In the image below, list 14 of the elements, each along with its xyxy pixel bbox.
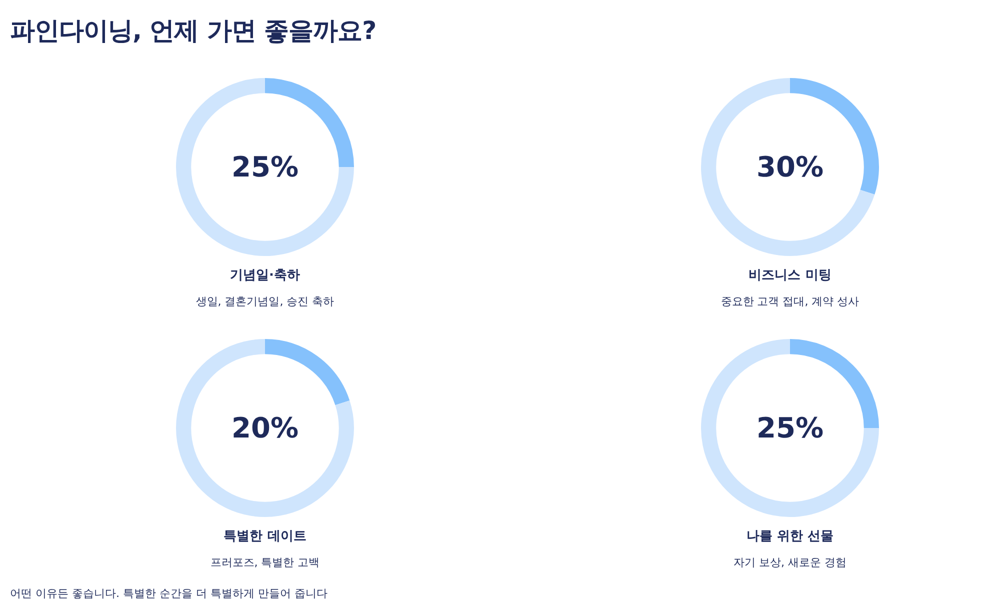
- text: 프러포즈, 특별한 고백: [209, 555, 321, 570]
- data-label: 30%: [756, 150, 824, 184]
- text: 나를 위한 선물: [745, 528, 835, 545]
- text: 중요한 고객 접대, 계약 성사: [720, 294, 860, 309]
- text: 비즈니스 미팅: [748, 267, 832, 284]
- text: 생일, 결혼기념일, 승진 축하: [194, 294, 336, 309]
- text: 파인다이닝, 언제 가면 좋을까요?: [10, 15, 376, 47]
- data-label: 25%: [756, 411, 824, 444]
- data-label: 20%: [231, 411, 299, 444]
- data-label: 25%: [231, 150, 299, 184]
- text: 기념일·축하: [229, 267, 301, 284]
- text: 특별한 데이트: [222, 528, 308, 545]
- text: 어떤 이유든 좋습니다. 특별한 순간을 더 특별하게 만들어 줍니다: [10, 586, 328, 601]
- text: 자기 보상, 새로운 경험: [732, 555, 848, 570]
